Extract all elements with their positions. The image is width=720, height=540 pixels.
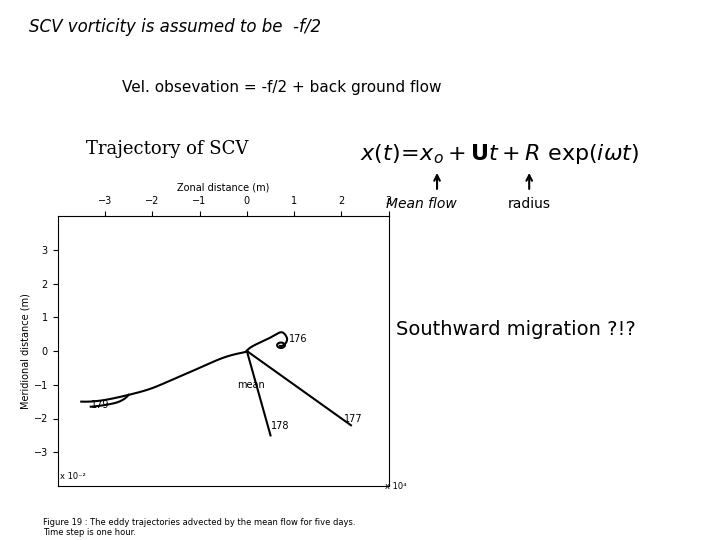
Text: 177: 177 <box>344 414 362 424</box>
Text: radius: radius <box>508 197 551 211</box>
Text: 179: 179 <box>91 400 109 410</box>
Text: Southward migration ?!?: Southward migration ?!? <box>396 320 636 339</box>
Text: Trajectory of SCV: Trajectory of SCV <box>86 140 249 158</box>
Y-axis label: Meridional distance (m): Meridional distance (m) <box>21 293 31 409</box>
Text: 176: 176 <box>289 334 307 343</box>
Text: 178: 178 <box>271 421 289 430</box>
Text: $x(t)\!=\!x_o + \mathbf{U}t + R\ \mathrm{exp}(i\omega t)$: $x(t)\!=\!x_o + \mathbf{U}t + R\ \mathrm… <box>360 142 639 166</box>
Text: x 10⁴: x 10⁴ <box>385 482 407 491</box>
X-axis label: Zonal distance (m): Zonal distance (m) <box>177 183 269 193</box>
Text: Mean flow: Mean flow <box>386 197 456 211</box>
Text: SCV vorticity is assumed to be  -f/2: SCV vorticity is assumed to be -f/2 <box>29 18 321 36</box>
Text: x 10⁻²: x 10⁻² <box>60 472 86 481</box>
Text: Vel. obsevation = -f/2 + back ground flow: Vel. obsevation = -f/2 + back ground flo… <box>122 80 442 95</box>
Text: mean: mean <box>238 380 265 390</box>
Text: Figure 19 : The eddy trajectories advected by the mean flow for five days.
Time : Figure 19 : The eddy trajectories advect… <box>43 518 356 537</box>
